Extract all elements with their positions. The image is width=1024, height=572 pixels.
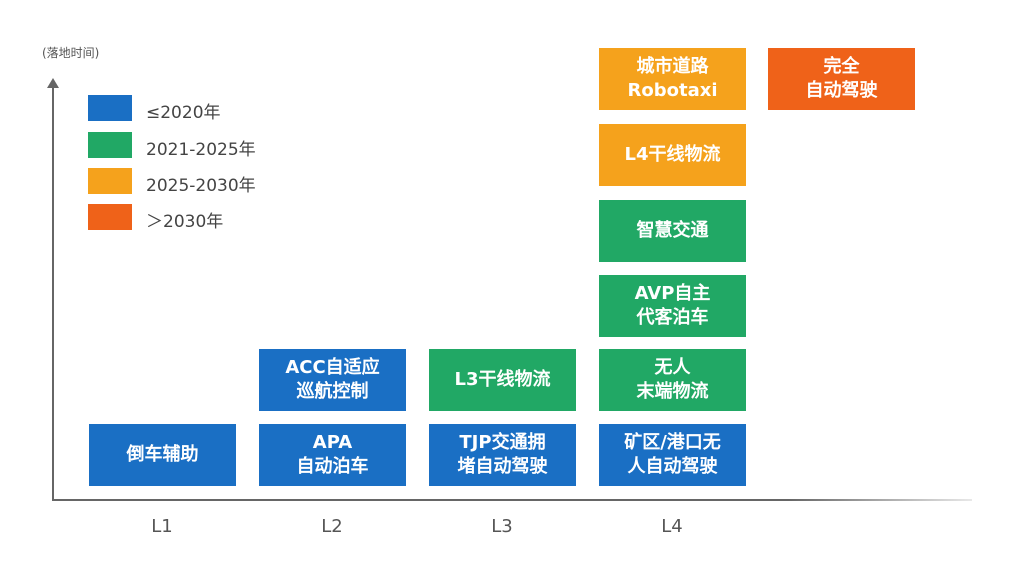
box-apa: APA 自动泊车 <box>259 424 406 486</box>
box-avp-line1: AVP自主 <box>634 283 711 304</box>
box-tjp-line1: TJP交通拥 <box>459 432 546 453</box>
box-tjp: TJP交通拥 堵自动驾驶 <box>429 424 576 486</box>
box-apa-line2: 自动泊车 <box>296 456 369 477</box>
box-mine-port-line1: 矿区/港口无 <box>624 432 721 453</box>
x-axis-line <box>52 499 972 501</box>
legend-swatch-le2020 <box>88 95 132 121</box>
box-apa-line1: APA <box>312 432 353 453</box>
box-avp: AVP自主 代客泊车 <box>599 275 746 337</box>
legend-label-gt2030: ＞2030年 <box>146 212 224 232</box>
y-axis-label: (落地时间) <box>42 46 100 60</box>
legend-label-le2020: ≤2020年 <box>146 103 221 123</box>
box-acc-line1: ACC自适应 <box>285 357 380 378</box>
box-last-mile-line1: 无人 <box>654 357 691 378</box>
box-l3-trunk-logistics: L3干线物流 <box>429 349 576 411</box>
box-tjp-line2: 堵自动驾驶 <box>457 456 548 477</box>
box-l4-trunk-logistics: L4干线物流 <box>599 124 746 186</box>
x-tick-l2: L2 <box>321 516 343 537</box>
box-full-autonomy-line1: 完全 <box>823 56 860 77</box>
box-l4-trunk-line1: L4干线物流 <box>624 144 721 165</box>
box-robotaxi-line1: 城市道路 <box>636 56 709 77</box>
box-robotaxi-line2: Robotaxi <box>627 80 718 101</box>
box-mine-port: 矿区/港口无 人自动驾驶 <box>599 424 746 486</box>
legend-swatch-2021-2025 <box>88 132 132 158</box>
y-axis-arrow <box>47 78 59 88</box>
box-smart-traffic: 智慧交通 <box>599 200 746 262</box>
box-robotaxi: 城市道路 Robotaxi <box>599 48 746 110</box>
box-avp-line2: 代客泊车 <box>636 307 709 328</box>
box-reverse-assist-line1: 倒车辅助 <box>126 444 199 465</box>
box-reverse-assist: 倒车辅助 <box>89 424 236 486</box>
box-full-autonomy: 完全 自动驾驶 <box>768 48 915 110</box>
y-axis-line <box>52 86 54 500</box>
legend-swatch-gt2030 <box>88 204 132 230</box>
box-last-mile-line2: 末端物流 <box>636 381 709 402</box>
legend-swatch-2025-2030 <box>88 168 132 194</box>
box-full-autonomy-line2: 自动驾驶 <box>805 80 878 101</box>
x-tick-l4: L4 <box>661 516 683 537</box>
box-acc: ACC自适应 巡航控制 <box>259 349 406 411</box>
legend-label-2021-2025: 2021-2025年 <box>146 140 256 160</box>
box-acc-line2: 巡航控制 <box>296 381 369 402</box>
box-last-mile: 无人 末端物流 <box>599 349 746 411</box>
legend-label-2025-2030: 2025-2030年 <box>146 176 256 196</box>
box-l3-trunk-line1: L3干线物流 <box>454 369 551 390</box>
x-tick-l3: L3 <box>491 516 513 537</box>
box-mine-port-line2: 人自动驾驶 <box>627 456 718 477</box>
x-tick-l1: L1 <box>151 516 173 537</box>
box-smart-traffic-line1: 智慧交通 <box>636 220 709 241</box>
